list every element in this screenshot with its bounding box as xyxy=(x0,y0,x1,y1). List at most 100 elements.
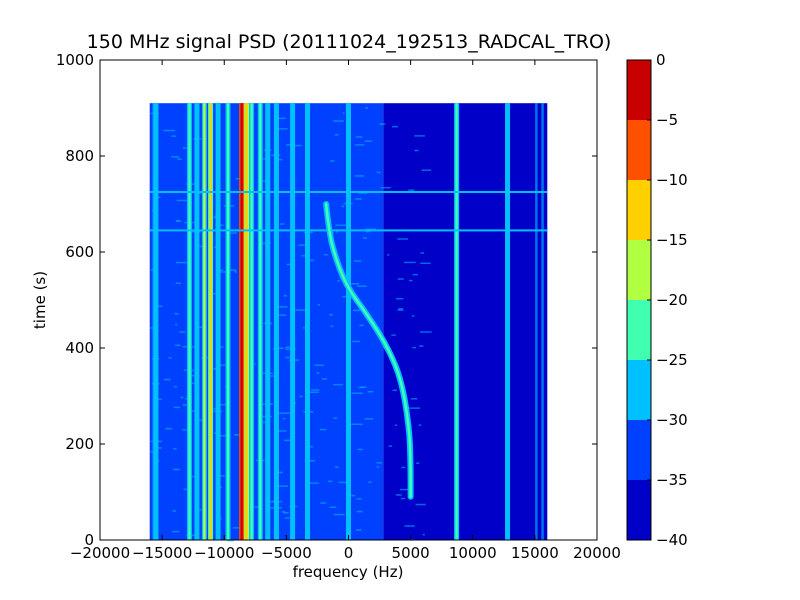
noise-cell xyxy=(419,345,424,347)
signal-line xyxy=(266,103,269,540)
signal-line xyxy=(455,103,458,540)
noise-cell xyxy=(397,278,404,280)
noise-cell xyxy=(420,262,431,265)
noise-cell xyxy=(218,364,226,366)
noise-cell xyxy=(376,466,380,468)
noise-cell xyxy=(217,403,230,406)
noise-cell xyxy=(356,498,362,500)
noise-cell xyxy=(351,423,363,425)
noise-cell xyxy=(234,433,242,436)
noise-cell xyxy=(320,502,327,504)
noise-cell xyxy=(420,252,424,254)
x-axis-title: frequency (Hz) xyxy=(293,563,404,581)
colorbar-tick-label: −30 xyxy=(656,411,688,429)
noise-cell xyxy=(309,482,319,484)
noise-cell xyxy=(379,123,386,125)
noise-cell xyxy=(387,254,390,256)
noise-cell xyxy=(360,386,367,388)
colorbar-tick-label: −25 xyxy=(656,351,688,369)
noise-cell xyxy=(217,434,229,437)
noise-cell xyxy=(308,259,315,262)
noise-cell xyxy=(352,309,361,312)
noise-cell xyxy=(392,125,398,128)
noise-cell xyxy=(330,160,335,162)
noise-cell xyxy=(168,356,172,359)
noise-cell xyxy=(418,424,422,426)
noise-cell xyxy=(412,346,417,349)
noise-cell xyxy=(299,395,303,398)
signal-line xyxy=(506,103,509,540)
noise-cell xyxy=(338,481,350,484)
noise-cell xyxy=(415,503,426,506)
noise-cell xyxy=(411,315,415,317)
noise-cell xyxy=(376,171,381,174)
noise-cell xyxy=(198,509,202,511)
noise-cell xyxy=(308,391,319,393)
noise-cell xyxy=(177,158,182,160)
noise-cell xyxy=(329,314,333,316)
noise-cell xyxy=(173,448,177,450)
noise-cell xyxy=(355,529,362,531)
noise-cell xyxy=(348,494,356,497)
noise-cell xyxy=(295,309,307,311)
colorbar-tick-label: −40 xyxy=(656,531,688,549)
noise-cell xyxy=(150,269,154,271)
colorbar-tick-label: −10 xyxy=(656,171,688,189)
noise-cell xyxy=(355,136,363,138)
noise-cell xyxy=(172,510,177,512)
edge-band xyxy=(535,103,538,540)
x-axis: −20000 −15000 −10000 −5000 0 5000 10000 15000 20… xyxy=(70,60,621,562)
noise-cell xyxy=(196,326,203,328)
colorbar-segment xyxy=(627,480,651,540)
noise-cell xyxy=(275,314,287,316)
noise-cell xyxy=(219,271,226,273)
colorbar-tick-label: −5 xyxy=(656,111,678,129)
signal-line xyxy=(203,103,206,540)
colorbar-segment xyxy=(627,300,651,360)
noise-cell xyxy=(365,230,371,233)
noise-cell xyxy=(179,331,186,333)
noise-cell xyxy=(400,488,410,491)
y-tick-label: 200 xyxy=(65,435,94,453)
y-tick-label: 400 xyxy=(65,339,94,357)
y-tick-label: 0 xyxy=(84,531,94,549)
signal-line xyxy=(259,103,262,540)
noise-cell xyxy=(332,120,344,122)
noise-cell xyxy=(376,462,383,464)
x-tick-label: 15000 xyxy=(511,544,559,562)
noise-cell xyxy=(283,512,289,514)
noise-cell xyxy=(334,466,339,468)
noise-cell xyxy=(156,398,162,401)
x-tick-label: 0 xyxy=(344,544,354,562)
noise-cell xyxy=(333,513,345,516)
signal-line xyxy=(250,103,253,540)
noise-cell xyxy=(260,180,267,182)
noise-cell xyxy=(356,510,363,513)
noise-cell xyxy=(182,147,192,149)
noise-cell xyxy=(174,344,181,347)
noise-cell xyxy=(388,445,393,447)
noise-cell xyxy=(353,260,362,262)
noise-cell xyxy=(283,295,287,297)
noise-cell xyxy=(229,232,237,234)
noise-cell xyxy=(188,374,200,377)
noise-cell xyxy=(333,417,338,419)
noise-cell xyxy=(290,144,302,147)
noise-cell xyxy=(380,186,391,189)
noise-cell xyxy=(174,385,177,388)
edge-band xyxy=(541,103,544,540)
y-tick-label: 1000 xyxy=(56,51,94,69)
noise-cell xyxy=(358,386,364,389)
noise-cell xyxy=(183,488,188,491)
colorbar-segment xyxy=(627,60,651,120)
noise-cell xyxy=(172,530,180,533)
noise-cell xyxy=(276,430,287,432)
noise-cell xyxy=(352,340,360,343)
signal-line xyxy=(226,103,230,540)
noise-cell xyxy=(347,283,360,285)
noise-cell xyxy=(196,192,204,194)
noise-cell xyxy=(403,261,416,264)
noise-cell xyxy=(217,474,225,477)
colorbar-tick-label: −15 xyxy=(656,231,688,249)
